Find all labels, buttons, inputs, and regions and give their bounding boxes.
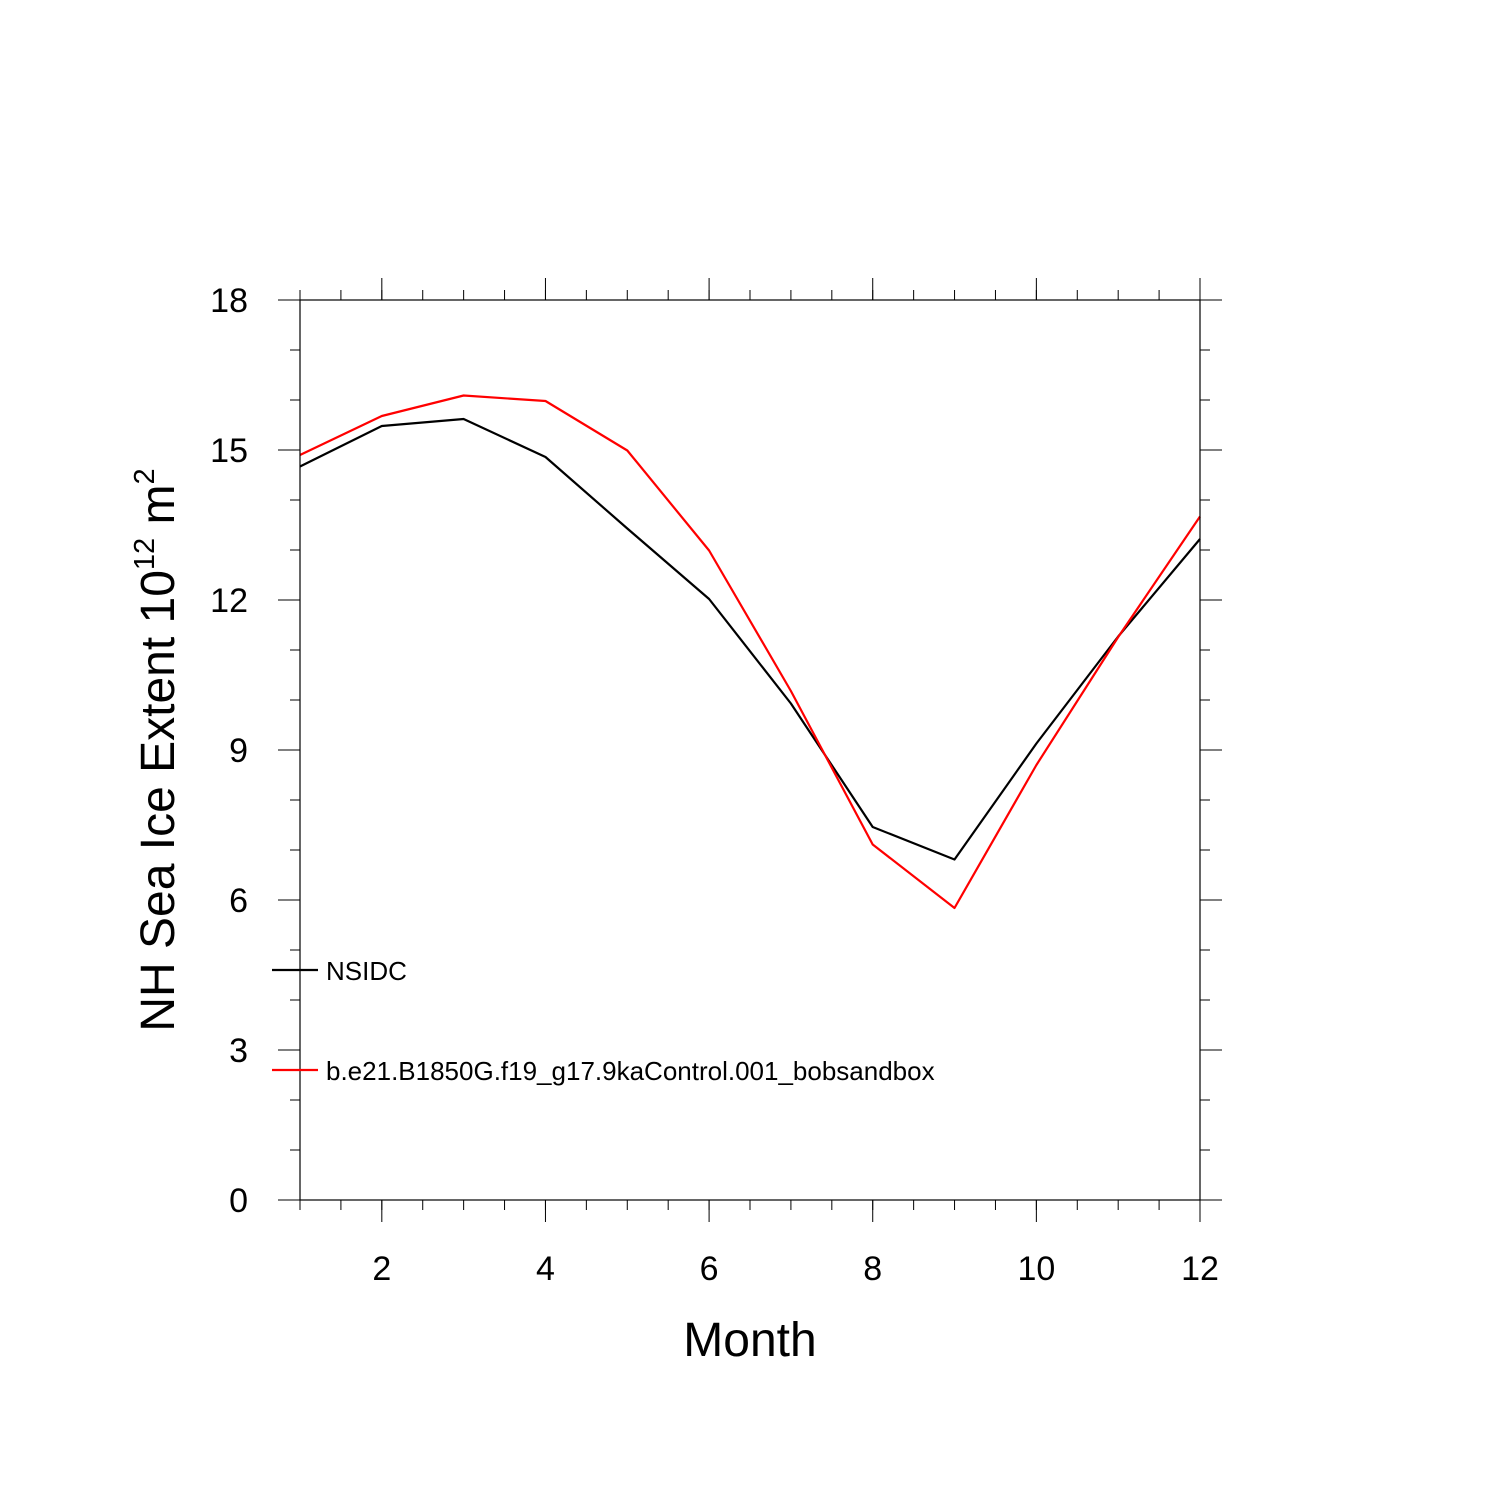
series-line-1 [299, 417, 1201, 861]
y-tick-label: 6 [229, 882, 248, 920]
x-tick-label: 2 [372, 1250, 391, 1288]
plot-frame [299, 299, 1201, 1201]
y-tick-labels: 0 3 6 9 12 15 18 [210, 282, 248, 1220]
y-axis-title-main: NH Sea Ice Extent 10 [132, 570, 185, 1032]
legend-label-2: b.e21.B1850G.f19_g17.9kaControl.001_bobs… [326, 1056, 935, 1086]
y-tick-label: 12 [210, 582, 248, 620]
x-tick-labels: 2 4 6 8 10 12 [372, 1250, 1219, 1288]
y-axis-title-exponent: 12 [129, 538, 161, 570]
x-tick-label: 10 [1017, 1250, 1055, 1288]
y-axis-title-unit-exponent: 2 [129, 468, 161, 484]
y-tick-label: 9 [229, 732, 248, 770]
y-axis-title: NH Sea Ice Extent 1012 m2 [129, 468, 185, 1031]
series-lines [299, 394, 1201, 910]
series-line-2 [299, 394, 1201, 910]
y-tick-label: 0 [229, 1182, 248, 1220]
y-tick-label: 3 [229, 1032, 248, 1070]
y-tick-label: 18 [210, 282, 248, 320]
x-tick-label: 12 [1181, 1250, 1219, 1288]
legend-label-1: NSIDC [326, 956, 407, 986]
x-tick-label: 8 [863, 1250, 882, 1288]
x-tick-label: 4 [536, 1250, 555, 1288]
x-tick-label: 6 [700, 1250, 719, 1288]
y-tick-label: 15 [210, 432, 248, 470]
y-axis-title-unit: m [132, 484, 185, 537]
legend: NSIDC b.e21.B1850G.f19_g17.9kaControl.001… [272, 956, 935, 1086]
x-axis-title: Month [683, 1314, 816, 1367]
major-ticks [278, 278, 1222, 1222]
